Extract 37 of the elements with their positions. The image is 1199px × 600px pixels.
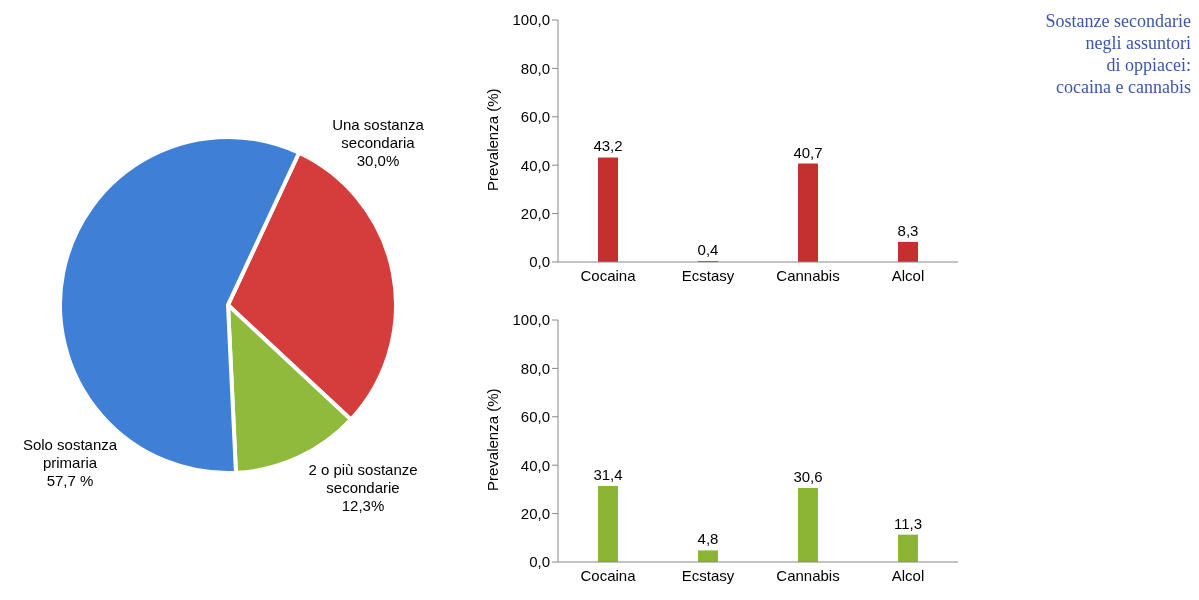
x-tick-label: Ecstasy: [681, 566, 735, 584]
x-tick-label: Cannabis: [776, 566, 840, 584]
y-tick-label: 20,0: [520, 504, 550, 522]
data-label: 12,3%: [341, 497, 385, 514]
x-tick-label: Cannabis: [776, 266, 840, 284]
y-tick-label: 40,0: [520, 156, 550, 174]
x-tick-label: Alcol: [891, 266, 925, 284]
data-label: 30,0%: [356, 152, 400, 169]
y-tick-label: 100,0: [512, 11, 550, 29]
data-label: 31,4: [593, 466, 623, 484]
data-label: 0,4: [697, 241, 719, 259]
slice-label: 2 o più sostanze secondarie: [308, 461, 418, 496]
data-label: 43,2: [593, 137, 623, 155]
y-tick-label: 0,0: [529, 553, 550, 571]
x-tick-label: Cocaina: [580, 566, 637, 584]
data-label: 8,3: [897, 221, 919, 239]
data-label: 57,7 %: [46, 472, 94, 489]
y-tick-label: 80,0: [520, 359, 550, 377]
data-label: 30,6: [793, 467, 823, 485]
x-tick-label: Cocaina: [580, 266, 637, 284]
y-tick-label: 0,0: [529, 253, 550, 271]
y-tick-label: 80,0: [520, 59, 550, 77]
slice-label: Una sostanza secondaria: [332, 116, 425, 151]
y-axis-title: Prevalenza (%): [484, 88, 502, 191]
y-tick-label: 20,0: [520, 204, 550, 222]
data-label: 4,8: [697, 530, 719, 548]
y-axis-title: Prevalenza (%): [484, 388, 502, 491]
y-tick-label: 60,0: [520, 408, 550, 426]
x-tick-label: Alcol: [891, 566, 925, 584]
x-tick-label: Ecstasy: [681, 266, 735, 284]
y-tick-label: 40,0: [520, 456, 550, 474]
data-label: 11,3: [893, 514, 923, 532]
data-label: 40,7: [793, 143, 823, 161]
y-tick-label: 60,0: [520, 108, 550, 126]
text: Sostanze secondarie negli assuntori di oppiacei: cocaina e cannabis: [1045, 10, 1191, 98]
y-tick-label: 100,0: [512, 311, 550, 329]
slice-label: Solo sostanza primaria: [22, 436, 118, 471]
